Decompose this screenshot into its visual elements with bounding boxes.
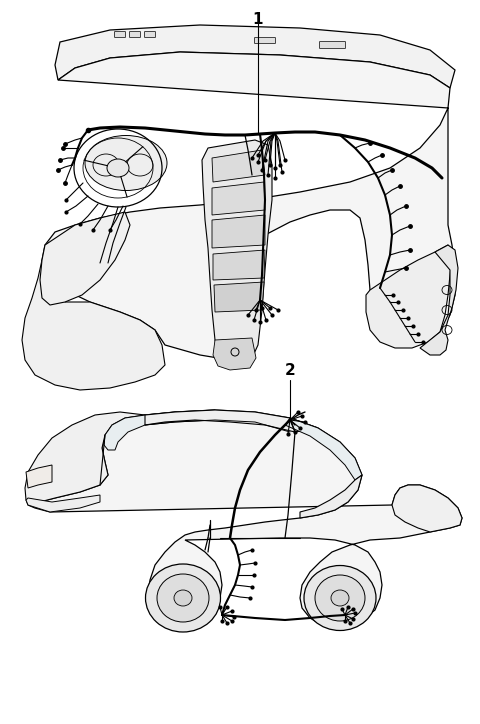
Polygon shape — [42, 52, 455, 360]
FancyBboxPatch shape — [130, 32, 141, 38]
Polygon shape — [28, 410, 462, 628]
Polygon shape — [285, 418, 362, 480]
Polygon shape — [214, 282, 264, 312]
Polygon shape — [26, 495, 100, 512]
Polygon shape — [366, 245, 452, 348]
FancyBboxPatch shape — [144, 32, 156, 38]
Ellipse shape — [157, 574, 209, 622]
Ellipse shape — [174, 590, 192, 606]
Polygon shape — [104, 410, 215, 450]
Ellipse shape — [315, 575, 365, 621]
Polygon shape — [25, 412, 145, 505]
Polygon shape — [213, 338, 256, 370]
Ellipse shape — [331, 590, 349, 606]
Text: 1: 1 — [253, 12, 263, 27]
FancyBboxPatch shape — [115, 32, 125, 38]
Polygon shape — [213, 250, 265, 280]
Polygon shape — [212, 150, 265, 182]
Polygon shape — [202, 140, 272, 362]
Polygon shape — [212, 215, 265, 248]
Polygon shape — [40, 212, 130, 305]
Polygon shape — [420, 245, 458, 355]
Polygon shape — [55, 25, 455, 88]
Polygon shape — [212, 182, 265, 215]
Text: 2: 2 — [285, 363, 295, 378]
Polygon shape — [26, 465, 52, 488]
FancyBboxPatch shape — [320, 41, 346, 49]
Polygon shape — [22, 260, 165, 390]
FancyBboxPatch shape — [254, 38, 276, 43]
Ellipse shape — [145, 564, 220, 632]
Ellipse shape — [304, 565, 376, 631]
Ellipse shape — [107, 159, 129, 177]
Polygon shape — [392, 485, 462, 532]
Polygon shape — [300, 475, 362, 518]
Polygon shape — [145, 410, 318, 432]
Ellipse shape — [85, 135, 167, 190]
